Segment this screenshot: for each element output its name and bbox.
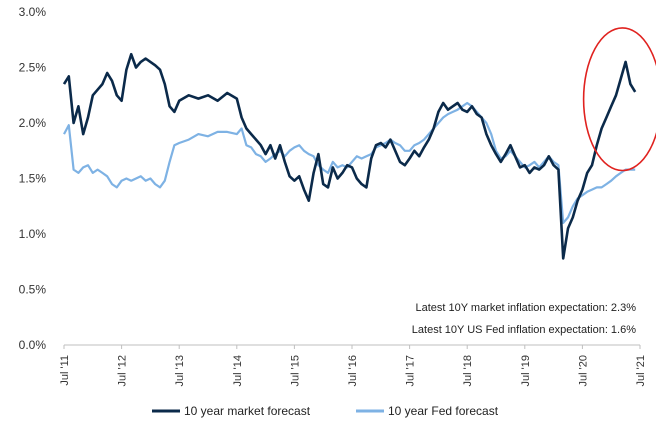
annotation-market: Latest 10Y market inflation expectation:… bbox=[415, 302, 636, 314]
x-tick-label: Jul '14 bbox=[232, 355, 244, 386]
annotation-fed: Latest 10Y US Fed inflation expectation:… bbox=[412, 324, 636, 336]
legend-item-market: 10 year market forecast bbox=[152, 404, 311, 418]
x-tick-label: Jul '11 bbox=[59, 355, 71, 386]
highlight-layer bbox=[582, 27, 656, 172]
y-tick-label: 0.5% bbox=[19, 283, 47, 297]
legend-label-fed: 10 year Fed forecast bbox=[388, 404, 499, 418]
legend-label-market: 10 year market forecast bbox=[184, 404, 311, 418]
x-tick-label: Jul '21 bbox=[635, 355, 647, 386]
series-line-fed bbox=[63, 101, 636, 224]
y-tick-label: 1.0% bbox=[19, 227, 47, 241]
annotation-layer: Latest 10Y market inflation expectation:… bbox=[412, 302, 636, 336]
y-tick-label: 0.0% bbox=[19, 338, 47, 352]
x-tick-label: Jul '16 bbox=[347, 355, 359, 386]
x-axis: Jul '11 Jul '12 Jul '13 Jul '14 Jul '15 Jul '… bbox=[59, 344, 647, 386]
series-layer bbox=[62, 52, 637, 260]
x-tick-label: Jul '20 bbox=[577, 355, 589, 386]
y-tick-label: 2.5% bbox=[19, 61, 47, 75]
y-tick-label: 3.0% bbox=[19, 5, 47, 19]
x-tick-label: Jul '18 bbox=[462, 355, 474, 386]
legend-item-fed: 10 year Fed forecast bbox=[356, 404, 499, 418]
legend: 10 year market forecast 10 year Fed fore… bbox=[152, 404, 499, 418]
x-tick-label: Jul '17 bbox=[405, 355, 417, 386]
highlight-ellipse bbox=[582, 27, 656, 172]
x-tick-label: Jul '19 bbox=[520, 355, 532, 386]
y-axis: 0.0% 0.5% 1.0% 1.5% 2.0% 2.5% 3.0% bbox=[19, 5, 47, 352]
x-tick-label: Jul '12 bbox=[117, 355, 129, 386]
x-tick-label: Jul '13 bbox=[174, 355, 186, 386]
series-line-market bbox=[62, 52, 637, 260]
y-tick-label: 2.0% bbox=[19, 116, 47, 130]
x-tick-label: Jul '15 bbox=[289, 355, 301, 386]
y-tick-label: 1.5% bbox=[19, 172, 47, 186]
